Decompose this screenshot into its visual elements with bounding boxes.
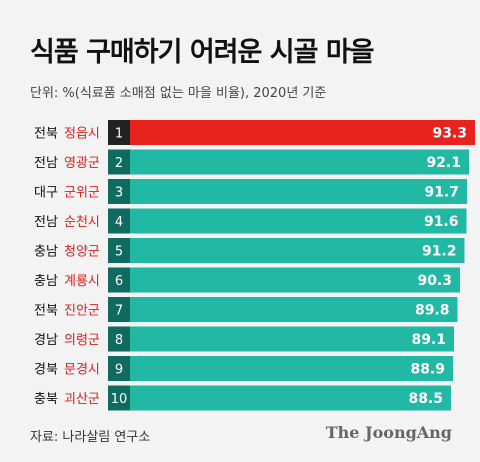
bar bbox=[108, 179, 467, 204]
brand-logo-text: The JoongAng bbox=[325, 423, 452, 442]
rank-label: 3 bbox=[115, 186, 123, 201]
data-label: 90.3 bbox=[417, 273, 452, 289]
rank-label: 7 bbox=[115, 304, 123, 319]
category-region-label: 경남 bbox=[34, 333, 58, 348]
bar bbox=[108, 326, 454, 352]
category-name-label: 정읍시 bbox=[64, 127, 100, 142]
chart-subtitle: 단위: %(식료품 소매점 없는 마을 비율), 2020년 기준 bbox=[30, 86, 327, 101]
rank-box bbox=[108, 356, 130, 381]
bar bbox=[108, 385, 451, 411]
category-region-label: 충남 bbox=[34, 245, 58, 260]
rank-label: 10 bbox=[111, 392, 128, 407]
bar bbox=[108, 208, 467, 234]
data-label: 93.3 bbox=[432, 126, 467, 142]
data-label: 92.1 bbox=[426, 155, 461, 171]
rank-box bbox=[108, 385, 130, 411]
rank-box bbox=[108, 120, 130, 145]
category-region-label: 전남 bbox=[34, 156, 58, 171]
rank-box bbox=[108, 297, 130, 322]
category-region-label: 전남 bbox=[34, 215, 58, 230]
category-name-label: 순천시 bbox=[64, 215, 100, 230]
rank-label: 6 bbox=[115, 274, 123, 289]
data-label: 88.5 bbox=[408, 391, 443, 407]
bar bbox=[108, 267, 460, 293]
bar bbox=[108, 149, 469, 175]
category-region-label: 충남 bbox=[34, 274, 58, 289]
category-name-label: 괴산군 bbox=[64, 392, 100, 407]
category-name-label: 계룡시 bbox=[64, 274, 100, 289]
data-label: 88.9 bbox=[410, 362, 445, 378]
data-label: 91.7 bbox=[424, 185, 459, 201]
rank-box bbox=[108, 267, 130, 293]
category-region-label: 경북 bbox=[34, 363, 58, 378]
bar bbox=[108, 297, 458, 322]
category-name-label: 청양군 bbox=[64, 245, 100, 260]
rank-label: 1 bbox=[115, 127, 123, 142]
rank-box bbox=[108, 179, 130, 204]
bar bbox=[108, 238, 465, 263]
category-name-label: 문경시 bbox=[64, 363, 100, 378]
rank-box bbox=[108, 149, 130, 175]
category-name-label: 진안군 bbox=[64, 304, 100, 319]
rank-label: 9 bbox=[115, 363, 123, 378]
category-region-label: 대구 bbox=[34, 186, 58, 201]
category-region-label: 전북 bbox=[34, 304, 58, 319]
rank-label: 8 bbox=[115, 333, 123, 348]
data-label: 91.6 bbox=[424, 214, 459, 230]
rank-label: 5 bbox=[115, 245, 123, 260]
category-region-label: 충북 bbox=[34, 392, 58, 407]
category-name-label: 군위군 bbox=[64, 186, 100, 201]
data-label: 91.2 bbox=[422, 244, 457, 260]
data-label: 89.1 bbox=[411, 332, 446, 348]
bar bbox=[108, 120, 475, 145]
category-name-label: 영광군 bbox=[64, 156, 100, 171]
category-name-label: 의령군 bbox=[64, 333, 100, 348]
rank-box bbox=[108, 208, 130, 234]
chart-title: 식품 구매하기 어려운 시골 마을 bbox=[30, 37, 375, 68]
rank-label: 4 bbox=[115, 215, 123, 230]
bar bbox=[108, 356, 453, 381]
rank-box bbox=[108, 238, 130, 263]
rank-label: 2 bbox=[115, 156, 123, 171]
data-label: 89.8 bbox=[415, 303, 450, 319]
source-note: 자료: 나라살림 연구소 bbox=[30, 430, 151, 445]
rank-box bbox=[108, 326, 130, 352]
category-region-label: 전북 bbox=[34, 127, 58, 142]
